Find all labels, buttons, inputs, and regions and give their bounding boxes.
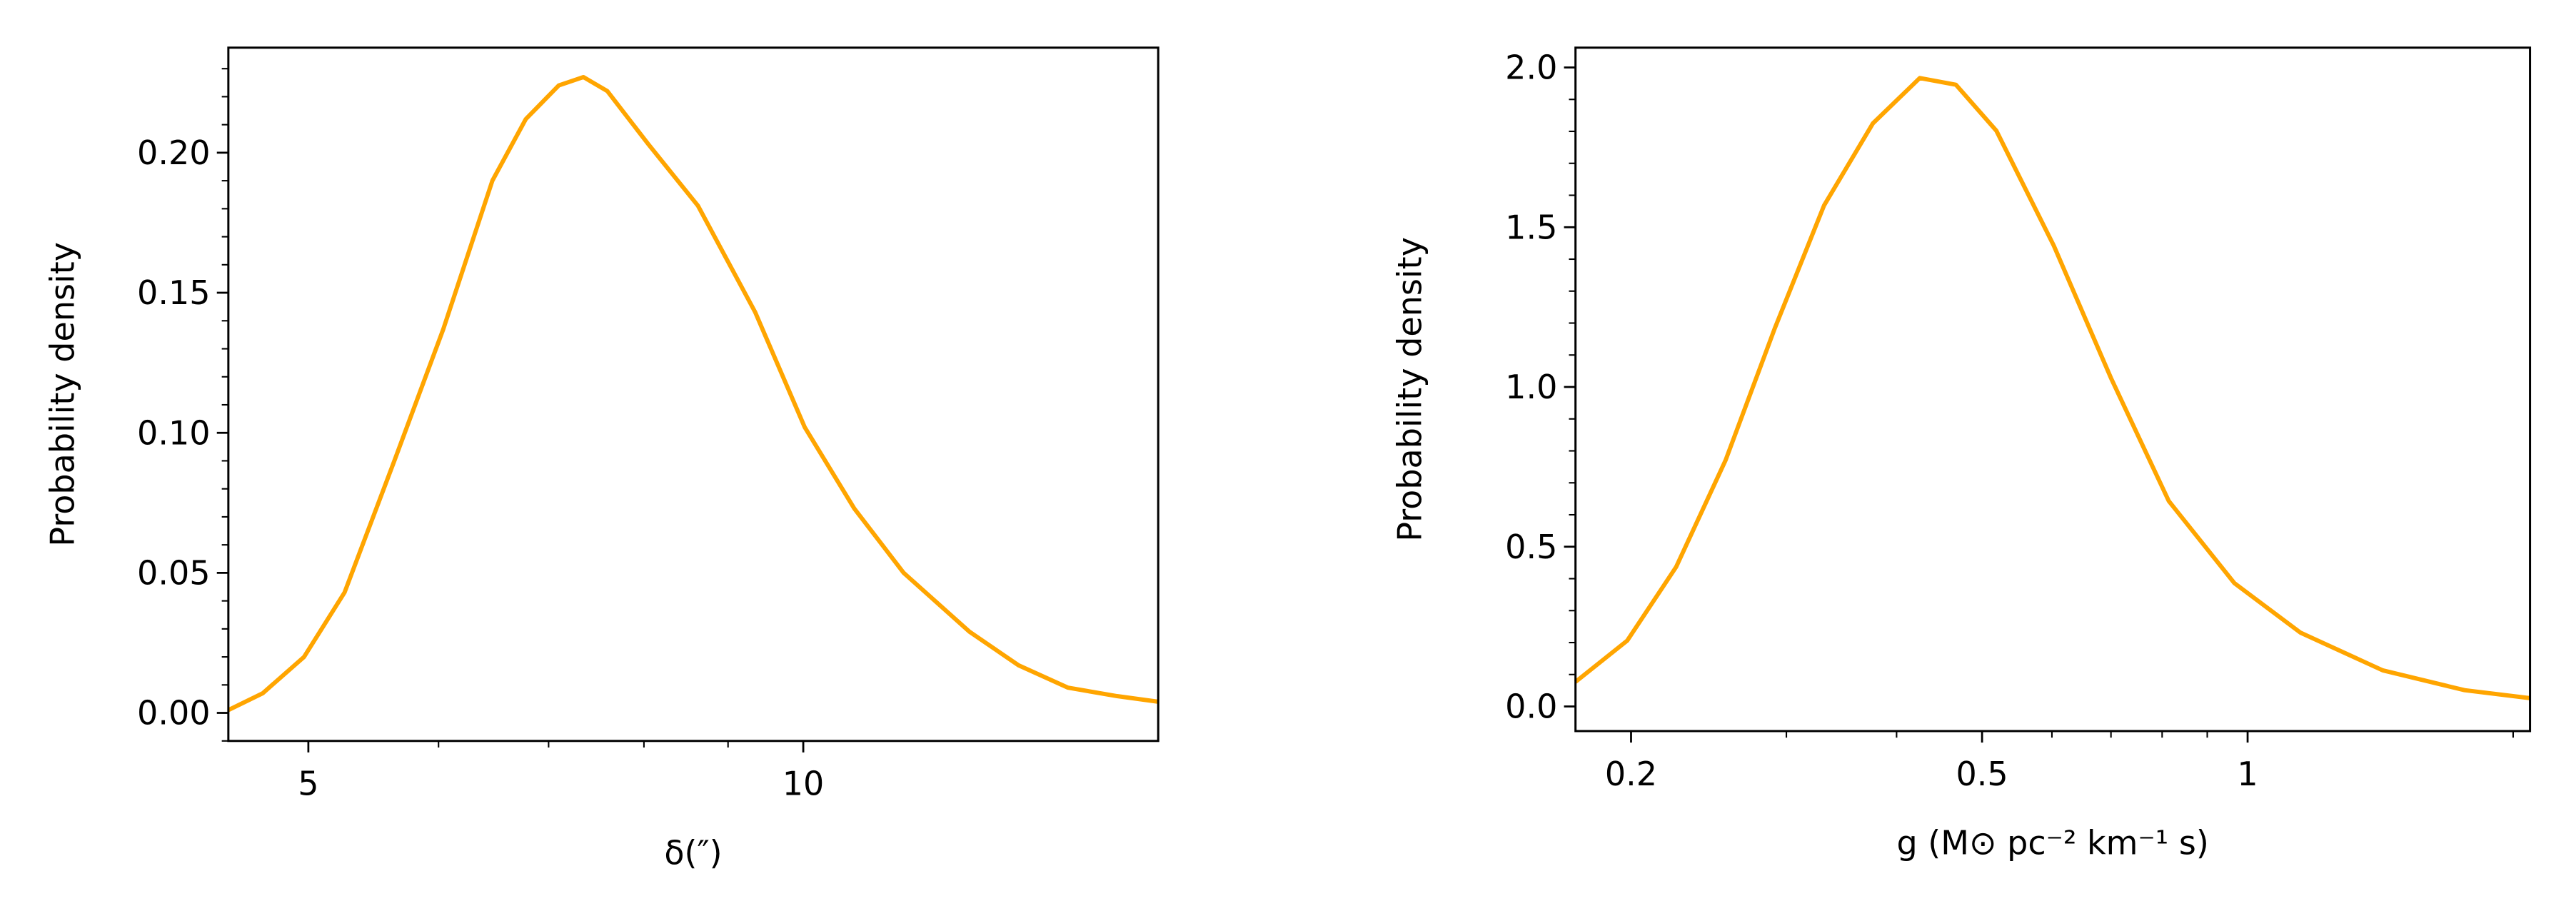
y-tick-label: 0.00	[137, 694, 210, 733]
x-tick-label: 5	[298, 765, 318, 803]
y-tick-label: 2.0	[1505, 49, 1557, 87]
y-tick-label: 1.0	[1505, 368, 1557, 406]
y-tick-label: 0.20	[137, 134, 210, 172]
x-tick-label: 10	[783, 765, 825, 803]
y-tick-label: 0.05	[137, 553, 210, 592]
x-axis-label: g (M⊙ pc⁻² km⁻¹ s)	[1896, 824, 2208, 862]
axes-frame	[1574, 46, 2532, 733]
y-tick-label: 0.15	[137, 273, 210, 312]
x-tick-label: 0.2	[1605, 755, 1657, 793]
y-tick-label: 0.10	[137, 413, 210, 452]
y-tick-label: 1.5	[1505, 208, 1557, 246]
x-tick-label: 0.5	[1956, 755, 2008, 793]
x-tick-label: 1	[2237, 755, 2258, 793]
density-curve	[1574, 76, 2530, 700]
panel: 0.00 0.05 0.10 0.15 0.20 5 10 δ(″) Probability d…	[44, 46, 1159, 872]
y-axis-label: Probability density	[44, 242, 82, 547]
y-tick-label: 0.0	[1505, 688, 1557, 726]
density-curve	[227, 74, 1159, 713]
x-axis-label: δ(″)	[664, 833, 722, 872]
axes-frame	[227, 46, 1159, 743]
y-axis-label: Probability density	[1390, 237, 1429, 542]
panel: 0.0 0.5 1.0 1.5 2.0 0.2 0.5 1 g (M⊙ pc⁻² km⁻¹ s)…	[1390, 46, 2532, 862]
y-tick-label: 0.5	[1505, 528, 1557, 566]
